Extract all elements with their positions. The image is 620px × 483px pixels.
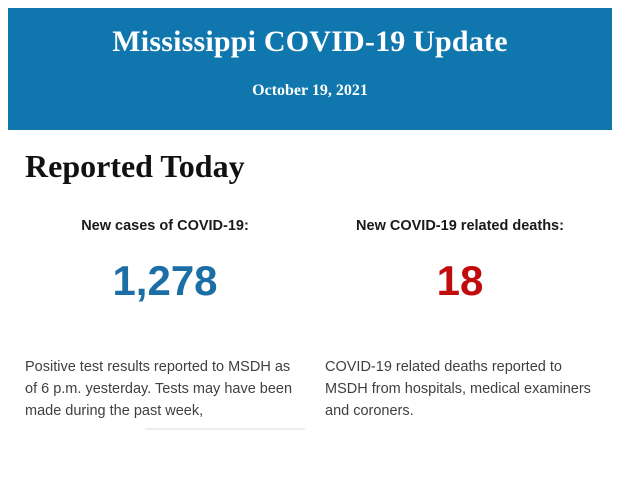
clipped-text-remnant <box>145 428 305 430</box>
page-title: Mississippi COVID-19 Update <box>112 25 508 58</box>
report-content: Reported Today New cases of COVID-19: 1,… <box>0 148 620 430</box>
new-deaths-value: 18 <box>436 257 484 304</box>
covid-update-page: Mississippi COVID-19 Update October 19, … <box>0 8 620 483</box>
new-cases-value: 1,278 <box>112 257 218 304</box>
stats-row: New cases of COVID-19: 1,278 Positive te… <box>25 218 595 430</box>
new-deaths-label: New COVID-19 related deaths: <box>356 218 564 234</box>
report-date: October 19, 2021 <box>252 82 368 99</box>
new-deaths-description: COVID-19 related deaths reported to MSDH… <box>325 359 591 419</box>
header-banner: Mississippi COVID-19 Update October 19, … <box>8 8 612 130</box>
new-cases-label: New cases of COVID-19: <box>81 218 249 234</box>
stat-new-deaths: New COVID-19 related deaths: 18 COVID-19… <box>325 218 595 430</box>
stat-new-cases: New cases of COVID-19: 1,278 Positive te… <box>25 218 305 430</box>
section-heading: Reported Today <box>25 148 245 184</box>
new-cases-description: Positive test results reported to MSDH a… <box>25 359 293 419</box>
